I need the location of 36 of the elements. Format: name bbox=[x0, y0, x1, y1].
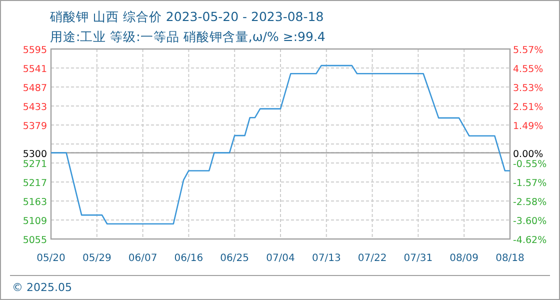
x-tick-label: 06/16 bbox=[174, 253, 204, 264]
y-tick-label: 5109 bbox=[22, 216, 47, 227]
y-tick-label: 5433 bbox=[22, 102, 47, 113]
y-tick-label: 5271 bbox=[22, 159, 47, 170]
y-tick-label: 5163 bbox=[22, 197, 47, 208]
x-tick-label: 06/07 bbox=[128, 253, 158, 264]
y2-tick-label: -2.58% bbox=[513, 196, 547, 208]
y2-tick-label: 5.57% bbox=[513, 45, 544, 56]
y2-tick-label: 3.53% bbox=[513, 83, 544, 94]
y2-tick-label: 1.49% bbox=[513, 121, 544, 132]
y2-tick-label: -0.55% bbox=[513, 159, 547, 170]
y2-tick-label: 4.55% bbox=[513, 64, 544, 76]
x-tick-label: 06/25 bbox=[220, 253, 250, 264]
text: © 2025.05 bbox=[12, 281, 72, 294]
y-tick-label: 5379 bbox=[22, 121, 47, 132]
chart-subtitle: 用途:工业 等级:一等品 硝酸钾含量,ω/% ≥:99.4 bbox=[50, 29, 326, 44]
y2-tick-label: -4.62% bbox=[513, 235, 547, 246]
y-tick-label: 5300 bbox=[22, 148, 47, 160]
y-tick-label: 5595 bbox=[22, 45, 47, 56]
y2-tick-label: 0.00% bbox=[513, 148, 544, 160]
y-tick-label: 5217 bbox=[22, 178, 47, 189]
x-tick-label: 07/31 bbox=[404, 253, 433, 264]
x-tick-label: 07/13 bbox=[312, 253, 341, 264]
x-tick-label: 08/09 bbox=[450, 253, 479, 264]
y-tick-label: 5487 bbox=[22, 83, 47, 94]
chart-title: 硝酸钾 山西 综合价 2023-05-20 - 2023-08-18 bbox=[49, 9, 324, 24]
x-tick-label: 07/04 bbox=[266, 253, 295, 264]
x-tick-label: 07/22 bbox=[358, 253, 387, 264]
y2-tick-label: -1.57% bbox=[513, 178, 547, 190]
x-tick-label: 05/29 bbox=[82, 253, 112, 264]
y-tick-label: 5541 bbox=[22, 64, 47, 75]
x-tick-label: 05/20 bbox=[36, 253, 66, 264]
y2-tick-label: 2.51% bbox=[513, 102, 544, 114]
y-tick-label: 5055 bbox=[22, 235, 47, 246]
x-tick-label: 08/18 bbox=[496, 253, 524, 264]
y2-tick-label: -3.60% bbox=[513, 216, 547, 227]
